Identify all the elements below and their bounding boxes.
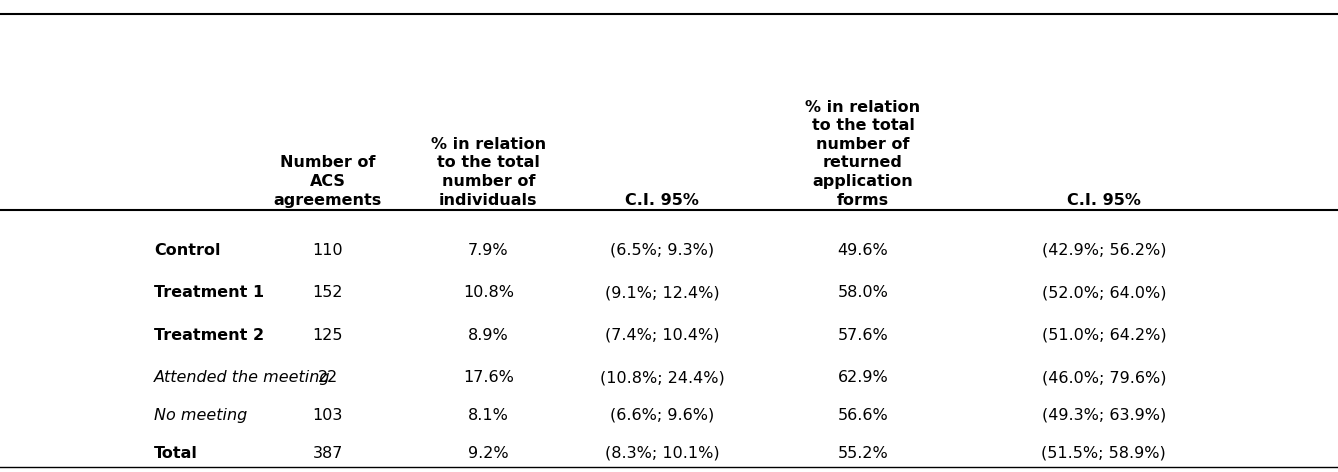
Text: 56.6%: 56.6% — [838, 408, 888, 423]
Text: 22: 22 — [317, 370, 339, 385]
Text: (42.9%; 56.2%): (42.9%; 56.2%) — [1041, 243, 1167, 258]
Text: 103: 103 — [313, 408, 343, 423]
Text: % in relation
to the total
number of
individuals: % in relation to the total number of ind… — [431, 137, 546, 208]
Text: (51.5%; 58.9%): (51.5%; 58.9%) — [1041, 446, 1167, 461]
Text: 62.9%: 62.9% — [838, 370, 888, 385]
Text: % in relation
to the total
number of
returned
application
forms: % in relation to the total number of ret… — [805, 100, 921, 208]
Text: C.I. 95%: C.I. 95% — [1066, 193, 1141, 208]
Text: 49.6%: 49.6% — [838, 243, 888, 258]
Text: (6.6%; 9.6%): (6.6%; 9.6%) — [610, 408, 714, 423]
Text: Attended the meeting: Attended the meeting — [154, 370, 330, 385]
Text: (49.3%; 63.9%): (49.3%; 63.9%) — [1042, 408, 1165, 423]
Text: 58.0%: 58.0% — [838, 285, 888, 300]
Text: 152: 152 — [313, 285, 343, 300]
Text: 125: 125 — [313, 328, 343, 343]
Text: Control: Control — [154, 243, 221, 258]
Text: (8.3%; 10.1%): (8.3%; 10.1%) — [605, 446, 720, 461]
Text: Treatment 1: Treatment 1 — [154, 285, 264, 300]
Text: 110: 110 — [313, 243, 343, 258]
Text: 17.6%: 17.6% — [463, 370, 514, 385]
Text: 8.9%: 8.9% — [468, 328, 508, 343]
Text: 57.6%: 57.6% — [838, 328, 888, 343]
Text: (46.0%; 79.6%): (46.0%; 79.6%) — [1041, 370, 1167, 385]
Text: Total: Total — [154, 446, 198, 461]
Text: C.I. 95%: C.I. 95% — [625, 193, 700, 208]
Text: (7.4%; 10.4%): (7.4%; 10.4%) — [605, 328, 720, 343]
Text: (10.8%; 24.4%): (10.8%; 24.4%) — [599, 370, 725, 385]
Text: 55.2%: 55.2% — [838, 446, 888, 461]
Text: 387: 387 — [313, 446, 343, 461]
Text: 8.1%: 8.1% — [468, 408, 508, 423]
Text: 9.2%: 9.2% — [468, 446, 508, 461]
Text: (9.1%; 12.4%): (9.1%; 12.4%) — [605, 285, 720, 300]
Text: (6.5%; 9.3%): (6.5%; 9.3%) — [610, 243, 714, 258]
Text: (51.0%; 64.2%): (51.0%; 64.2%) — [1041, 328, 1167, 343]
Text: No meeting: No meeting — [154, 408, 248, 423]
Text: Number of
ACS
agreements: Number of ACS agreements — [274, 155, 381, 208]
Text: (52.0%; 64.0%): (52.0%; 64.0%) — [1041, 285, 1167, 300]
Text: 7.9%: 7.9% — [468, 243, 508, 258]
Text: Treatment 2: Treatment 2 — [154, 328, 264, 343]
Text: 10.8%: 10.8% — [463, 285, 514, 300]
